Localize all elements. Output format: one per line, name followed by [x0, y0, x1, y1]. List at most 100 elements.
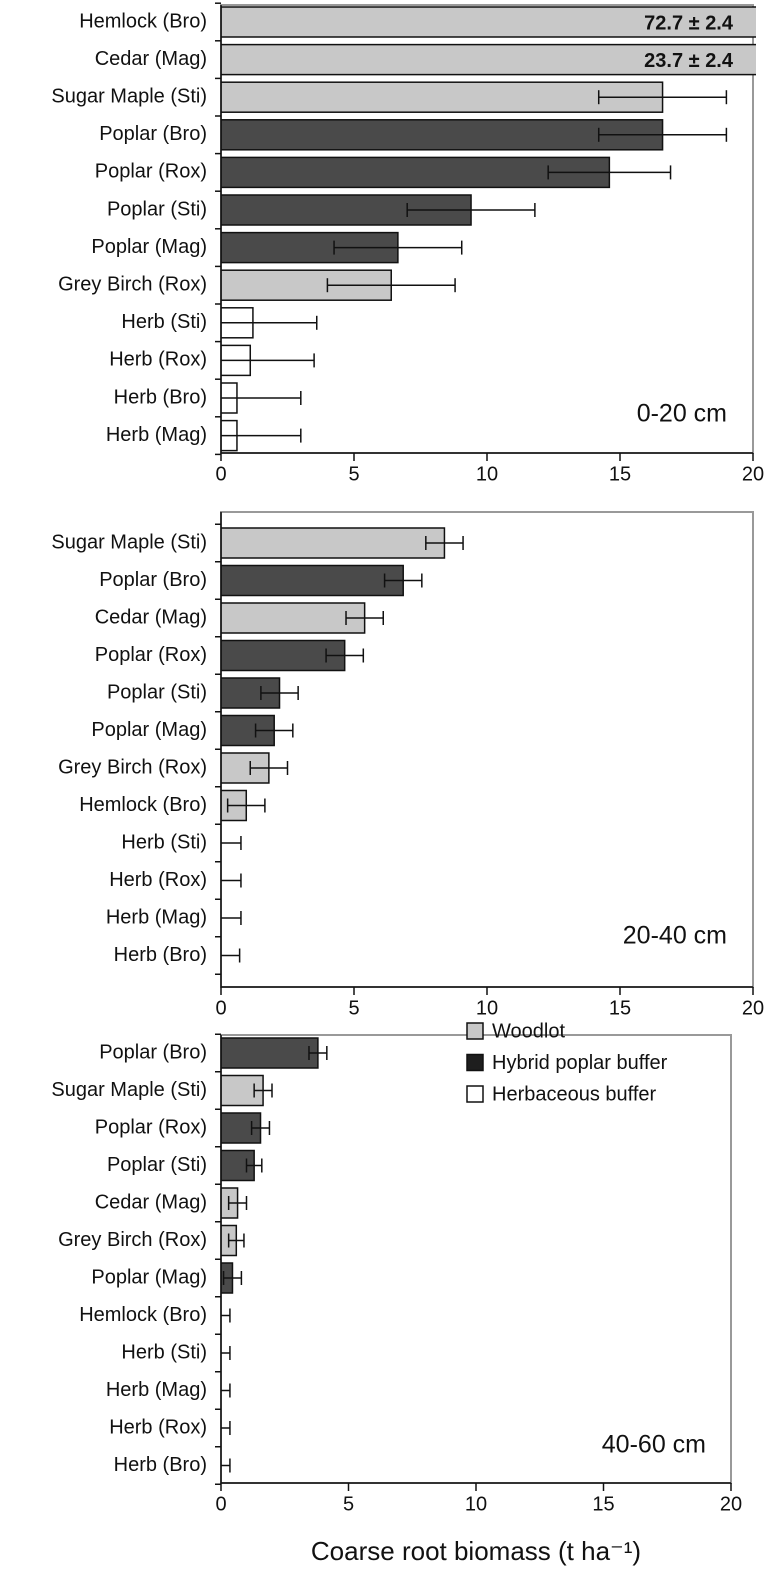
x-tick-label: 5 — [343, 1493, 354, 1515]
error-bar — [308, 1046, 328, 1060]
y-tick-label: Herb (Bro) — [114, 386, 207, 408]
y-tick-label: Herb (Sti) — [121, 831, 207, 853]
error-bar — [221, 1421, 231, 1435]
legend-swatch — [466, 1022, 484, 1040]
y-tick-label: Grey Birch (Rox) — [58, 1229, 207, 1251]
x-axis-title: Coarse root biomass (t ha⁻¹) — [311, 1536, 641, 1566]
legend-label: Woodlot — [492, 1020, 565, 1042]
y-tick-label: Sugar Maple (Sti) — [51, 85, 207, 107]
x-tick-label: 5 — [348, 997, 359, 1019]
error-bar — [425, 536, 464, 550]
bar — [221, 527, 446, 559]
error-bar — [250, 1121, 271, 1135]
bar — [221, 602, 366, 634]
y-tick-label: Hemlock (Bro) — [79, 1304, 207, 1326]
y-tick-label: Herb (Sti) — [121, 311, 207, 333]
y-tick-label: Herb (Rox) — [109, 349, 207, 371]
bar — [221, 6, 756, 38]
error-bar — [221, 1458, 231, 1473]
error-bar — [547, 165, 672, 180]
y-tick-label: Grey Birch (Rox) — [58, 756, 207, 778]
x-tick-label: 10 — [476, 997, 498, 1019]
y-tick-label: Herb (Rox) — [109, 1416, 207, 1438]
error-bar — [221, 428, 302, 443]
y-tick-label: Poplar (Sti) — [107, 681, 207, 703]
y-tick-label: Cedar (Mag) — [95, 1191, 207, 1213]
legend-label: Hybrid poplar buffer — [492, 1052, 668, 1074]
error-bar — [227, 1233, 245, 1248]
y-tick-label: Sugar Maple (Sti) — [51, 1079, 207, 1101]
x-tick-label: 10 — [476, 463, 498, 485]
bar — [221, 156, 611, 189]
error-bar — [406, 203, 536, 217]
panel-label: 0-20 cm — [637, 400, 727, 428]
error-bar — [226, 798, 266, 813]
y-tick-label: Herb (Mag) — [106, 424, 207, 446]
y-tick-label: Cedar (Mag) — [95, 48, 207, 70]
error-bar — [221, 1383, 231, 1398]
value-label: 23.7 ± 2.4 — [644, 50, 734, 72]
bar — [221, 119, 664, 151]
error-bar — [221, 911, 242, 925]
y-tick-label: Hemlock (Bro) — [79, 10, 207, 32]
plot-area — [221, 527, 464, 963]
error-bar — [221, 391, 302, 405]
y-tick-label: Herb (Bro) — [114, 944, 207, 966]
legend-label: Herbaceous buffer — [492, 1083, 657, 1105]
x-tick-label: 15 — [592, 1493, 614, 1515]
x-tick-label: 0 — [215, 463, 226, 485]
y-tick-label: Herb (Rox) — [109, 869, 207, 891]
y-tick-label: Poplar (Sti) — [107, 198, 207, 220]
panel-label: 20-40 cm — [623, 922, 727, 950]
y-tick-label: Poplar (Sti) — [107, 1154, 207, 1176]
bar — [221, 1037, 319, 1069]
x-tick-label: 20 — [742, 463, 764, 485]
error-bar — [221, 1346, 231, 1360]
error-bar — [227, 1196, 248, 1210]
x-tick-label: 15 — [609, 997, 631, 1019]
error-bar — [253, 1083, 273, 1098]
legend-swatch — [466, 1085, 484, 1103]
y-tick-label: Cedar (Mag) — [95, 606, 207, 628]
x-tick-label: 0 — [215, 997, 226, 1019]
panel-label: 40-60 cm — [602, 1431, 706, 1459]
y-tick-label: Herb (Bro) — [114, 1454, 207, 1476]
bar — [221, 81, 664, 113]
error-bar — [597, 90, 728, 105]
error-bar — [221, 948, 241, 963]
legend-swatch — [466, 1053, 484, 1072]
error-bar — [221, 1308, 231, 1323]
x-tick-label: 15 — [609, 463, 631, 485]
y-tick-label: Poplar (Mag) — [91, 236, 207, 258]
error-bar — [383, 573, 423, 588]
y-tick-label: Poplar (Bro) — [99, 569, 207, 591]
error-bar — [249, 761, 289, 775]
y-tick-label: Herb (Mag) — [106, 1379, 207, 1401]
error-bar — [326, 278, 456, 293]
error-bar — [597, 127, 728, 142]
y-tick-label: Hemlock (Bro) — [79, 794, 207, 816]
y-tick-label: Poplar (Mag) — [91, 719, 207, 741]
y-tick-label: Poplar (Rox) — [95, 161, 207, 183]
y-tick-label: Sugar Maple (Sti) — [51, 531, 207, 553]
bar — [221, 564, 404, 597]
x-tick-label: 0 — [215, 1493, 226, 1515]
error-bar — [221, 315, 318, 330]
y-tick-label: Herb (Sti) — [121, 1341, 207, 1363]
error-bar — [222, 1271, 243, 1285]
bar — [221, 43, 756, 76]
bar — [221, 677, 281, 709]
x-tick-label: 5 — [348, 463, 359, 485]
error-bar — [325, 648, 365, 663]
error-bar — [254, 723, 294, 738]
x-tick-label: 10 — [465, 1493, 487, 1515]
error-bar — [245, 1158, 263, 1173]
error-bar — [221, 353, 315, 368]
y-tick-label: Poplar (Rox) — [95, 1116, 207, 1138]
y-tick-label: Poplar (Rox) — [95, 644, 207, 666]
y-tick-label: Poplar (Bro) — [99, 1041, 207, 1063]
plot-area — [221, 1037, 328, 1473]
y-tick-label: Poplar (Mag) — [91, 1266, 207, 1288]
x-tick-label: 20 — [742, 997, 764, 1019]
error-bar — [221, 836, 242, 850]
